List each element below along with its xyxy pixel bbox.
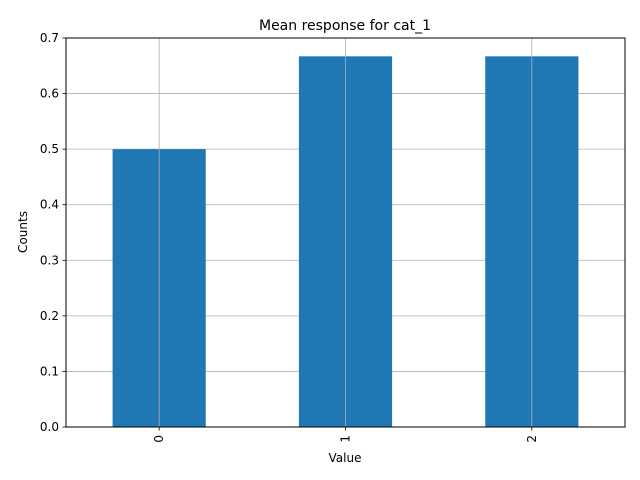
x-tick-label: 1 — [339, 435, 353, 443]
y-tick-label: 0.4 — [40, 198, 59, 212]
y-tick-label: 0.5 — [40, 142, 59, 156]
y-tick-label: 0.7 — [40, 31, 59, 45]
chart-title: Mean response for cat_1 — [259, 18, 431, 34]
vertical-grid-lines — [158, 38, 533, 427]
y-tick-label: 0.6 — [40, 87, 59, 101]
y-tick-label: 0.3 — [40, 253, 59, 267]
y-axis-title: Counts — [16, 211, 30, 253]
y-tick-label: 0.1 — [40, 364, 59, 378]
y-tick-label: 0.0 — [40, 420, 59, 434]
y-tick-label: 0.2 — [40, 309, 59, 323]
x-tick-label: 0 — [152, 435, 166, 443]
x-tick-label: 2 — [525, 435, 539, 443]
ticks: 0.0 0.1 0.2 0.3 0.4 0.5 0.6 0.7 0 1 2 — [40, 31, 539, 443]
x-axis-title: Value — [329, 451, 362, 465]
